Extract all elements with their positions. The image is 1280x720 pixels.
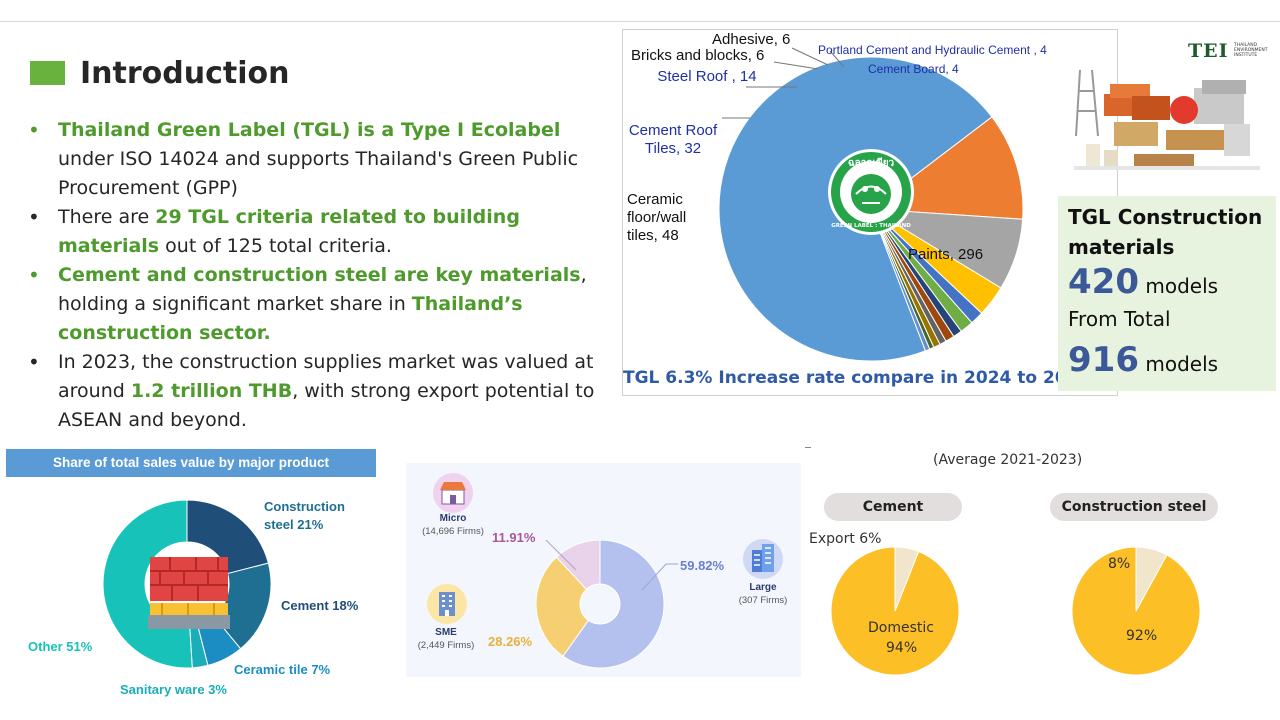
bullet-criteria-text: out of 125 total criteria.	[159, 235, 392, 257]
bullet-tgl-highlight: Thailand Green Label (TGL) is a Type I E…	[58, 119, 561, 141]
firm-large-name: Large	[749, 582, 777, 593]
label-bricks: Bricks and blocks, 6	[631, 47, 765, 64]
tgl-total-row: 916 models	[1068, 340, 1218, 380]
cement-slice-1	[894, 546, 920, 612]
export-period-subtitle: (Average 2021-2023)	[933, 452, 1083, 468]
label-cement-board: Cement Board, 4	[868, 62, 959, 76]
firm-micro-pct: 11.91%	[492, 530, 536, 545]
firm-micro-name: Micro	[439, 513, 467, 524]
intro-bullet-list: Thailand Green Label (TGL) is a Type I E…	[28, 116, 618, 435]
svg-text:GREEN LABEL : THAILAND: GREEN LABEL : THAILAND	[831, 223, 911, 229]
tei-logo: TEI	[1188, 40, 1229, 62]
bullet-criteria-highlight: 29 TGL criteria related to building mate…	[58, 206, 520, 257]
construction-materials-image	[1074, 69, 1260, 170]
tei-logo-subtitle: THAILAND ENVIRONMENT INSTITUTE	[1234, 43, 1268, 58]
small-dash	[805, 447, 811, 448]
tgl-models-row: 420 models	[1068, 262, 1218, 302]
top-divider	[0, 21, 1280, 22]
bullet-materials-highlight: Cement and construction steel are key ma…	[58, 264, 581, 286]
tgl-from-total: From Total	[1068, 307, 1171, 331]
label-cement-export: Export 6%	[809, 531, 882, 547]
svg-text:ฉลากเขียว: ฉลากเขียว	[848, 157, 895, 169]
firm-large-count: (307 Firms)	[738, 595, 788, 606]
tgl-models-unit: models	[1145, 274, 1219, 298]
green-label-logo: ฉลากเขียว GREEN LABEL : THAILAND	[828, 149, 914, 235]
title-accent-square	[30, 61, 65, 85]
micro-shop-icon	[433, 473, 473, 513]
eco-slice-11	[870, 208, 931, 352]
leader-adhesive	[791, 47, 829, 66]
firm-sme-count: (2,449 Firms)	[417, 640, 475, 651]
cement-export-pie	[830, 546, 960, 676]
bullet-materials: Cement and construction steel are key ma…	[28, 261, 618, 348]
label-construction-steel: Construction steel 21%	[264, 499, 345, 532]
firm-slice-1	[536, 556, 590, 657]
steel-export-pie	[1071, 546, 1201, 676]
bullet-materials-highlight-2: Thailand’s construction sector.	[58, 293, 523, 344]
label-steel-export-pct: 8%	[1108, 556, 1131, 572]
bullet-market-pre: In 2023, the construction supplies marke…	[58, 351, 594, 402]
tgl-summary-box	[1058, 196, 1276, 391]
tgl-models-count: 420	[1068, 262, 1139, 302]
bullet-tgl: Thailand Green Label (TGL) is a Type I E…	[28, 116, 618, 203]
leader-bricks	[773, 61, 819, 70]
leader-large	[641, 563, 678, 591]
bullet-criteria-pre: There are	[58, 206, 156, 228]
label-portland: Portland Cement and Hydraulic Cement , 4	[818, 43, 1047, 57]
bullet-market-text: , with strong export potential to ASEAN …	[58, 380, 595, 431]
firm-sme-name: SME	[435, 627, 457, 638]
label-cement-share: Cement 18%	[281, 598, 359, 613]
share-donut-chart	[102, 499, 272, 669]
firm-sme-pct: 28.26%	[488, 634, 533, 649]
bullet-materials-text: , holding a significant market share in	[58, 264, 587, 315]
label-steel-roof: Steel Roof , 14	[657, 68, 757, 85]
label-other: Other 51%	[28, 639, 93, 654]
ecolabel-pie-chart: ฉลากเขียว GREEN LABEL : THAILAND	[718, 47, 1024, 362]
firms-donut-chart	[536, 540, 665, 669]
tgl-total-unit: models	[1145, 352, 1219, 376]
sme-building-icon	[427, 584, 467, 624]
tgl-total-count: 916	[1068, 340, 1139, 380]
label-paints: Paints, 296	[908, 246, 984, 263]
bullet-criteria: There are 29 TGL criteria related to bui…	[28, 203, 618, 261]
label-sanitary-ware: Sanitary ware 3%	[120, 682, 227, 697]
bullet-market-highlight: 1.2 trillion THB	[130, 380, 293, 402]
firm-micro-count: (14,696 Firms)	[422, 526, 484, 537]
firm-slice-0	[562, 540, 665, 669]
leader-micro	[545, 540, 577, 571]
tgl-box-title: TGL Construction materials	[1068, 205, 1263, 259]
brick-wall-icon	[148, 557, 230, 629]
ecolabel-caption: TGL 6.3% Increase rate compare in 2024 t…	[623, 368, 1091, 388]
page-title: Introduction	[80, 56, 290, 91]
label-cement-domestic: Domestic	[868, 620, 934, 636]
large-building-icon	[743, 539, 783, 579]
firm-large-pct: 59.82%	[680, 558, 725, 573]
leader-portland	[829, 50, 845, 68]
label-cement-roof: Cement Roof Tiles, 32	[628, 122, 718, 157]
firm-slice-2	[555, 540, 601, 591]
pill-construction-steel: Construction steel	[1050, 493, 1218, 521]
bullet-tgl-text: under ISO 14024 and supports Thailand's …	[58, 148, 579, 199]
label-ceramic: Ceramic floor/wall tiles, 48	[627, 191, 687, 244]
steel-slice-1	[1135, 546, 1168, 612]
pill-cement: Cement	[824, 493, 962, 521]
bullet-market: In 2023, the construction supplies marke…	[28, 348, 618, 435]
label-cement-domestic-pct: 94%	[886, 640, 918, 656]
label-adhesive: Adhesive, 6	[712, 31, 791, 48]
label-ceramic-tile: Ceramic tile 7%	[234, 662, 331, 677]
leader-large-svg	[641, 563, 678, 591]
share-chart-title: Share of total sales value by major prod…	[6, 449, 376, 477]
label-steel-domestic-pct: 92%	[1126, 628, 1158, 644]
